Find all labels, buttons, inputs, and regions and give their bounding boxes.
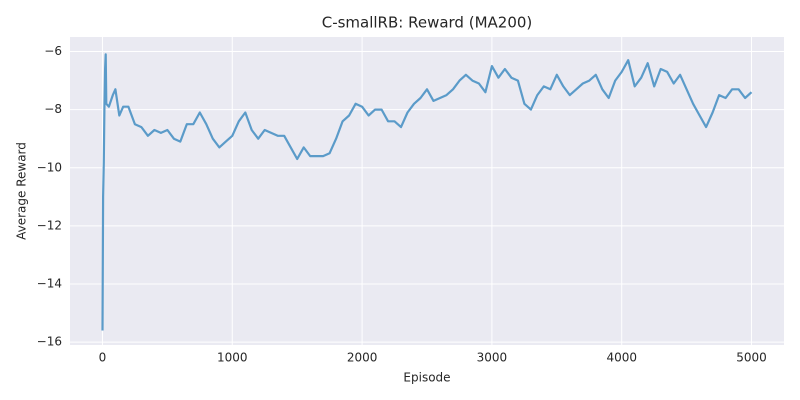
x-tick-label: 1000 [217, 351, 248, 365]
x-tick-label: 2000 [347, 351, 378, 365]
x-tick-label: 4000 [606, 351, 637, 365]
y-tick-label: −14 [37, 276, 62, 290]
y-tick-label: −10 [37, 160, 62, 174]
y-tick-label: −6 [44, 44, 62, 58]
y-tick-label: −16 [37, 335, 62, 349]
x-tick-label: 0 [99, 351, 107, 365]
x-axis-label: Episode [403, 371, 450, 385]
plot-area [70, 37, 784, 345]
chart-title: C-smallRB: Reward (MA200) [322, 14, 533, 32]
x-tick-label: 5000 [736, 351, 767, 365]
y-tick-label: −12 [37, 218, 62, 232]
x-tick-label: 3000 [477, 351, 508, 365]
data-line [101, 53, 753, 331]
y-axis-label: Average Reward [15, 142, 29, 240]
y-tick-label: −8 [44, 102, 62, 116]
